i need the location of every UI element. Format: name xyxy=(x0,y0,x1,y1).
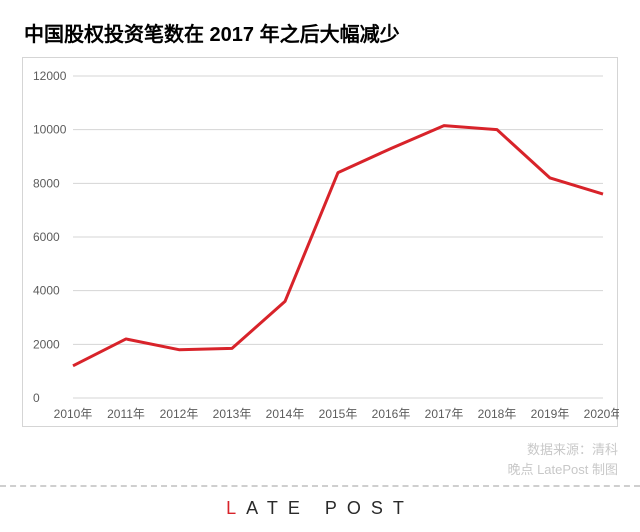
y-tick-label: 8000 xyxy=(33,176,60,190)
logo-accent: L xyxy=(226,498,246,518)
line-chart: 0 2000 4000 6000 8000 10000 12000 2010年 2011年 201… xyxy=(22,57,618,427)
x-tick-label: 2020年 xyxy=(584,407,619,421)
x-tick-label: 2018年 xyxy=(478,407,517,421)
y-tick-label: 6000 xyxy=(33,230,60,244)
divider xyxy=(0,485,640,487)
y-tick-label: 12000 xyxy=(33,69,67,83)
data-line xyxy=(73,126,603,366)
x-tick-label: 2016年 xyxy=(372,407,411,421)
footer-source: 数据来源：清科 xyxy=(507,440,618,460)
y-tick-label: 4000 xyxy=(33,284,60,298)
x-tick-label: 2017年 xyxy=(425,407,464,421)
chart-footer: 数据来源：清科 晚点 LatePost 制图 xyxy=(507,440,618,479)
y-tick-label: 10000 xyxy=(33,123,67,137)
x-tick-label: 2019年 xyxy=(531,407,570,421)
logo-rest: ATE POST xyxy=(246,498,414,518)
x-tick-label: 2015年 xyxy=(319,407,358,421)
chart-svg: 0 2000 4000 6000 8000 10000 12000 2010年 2011年 201… xyxy=(23,58,619,428)
x-tick-label: 2013年 xyxy=(213,407,252,421)
x-tick-label: 2011年 xyxy=(107,407,145,421)
x-tick-label: 2010年 xyxy=(54,407,93,421)
x-tick-label: 2014年 xyxy=(266,407,305,421)
y-tick-label: 2000 xyxy=(33,337,60,351)
footer-credit: 晚点 LatePost 制图 xyxy=(507,460,618,480)
x-tick-label: 2012年 xyxy=(160,407,199,421)
y-tick-label: 0 xyxy=(33,391,40,405)
logo: LATE POST xyxy=(226,498,414,519)
chart-title: 中国股权投资笔数在 2017 年之后大幅减少 xyxy=(0,0,640,57)
